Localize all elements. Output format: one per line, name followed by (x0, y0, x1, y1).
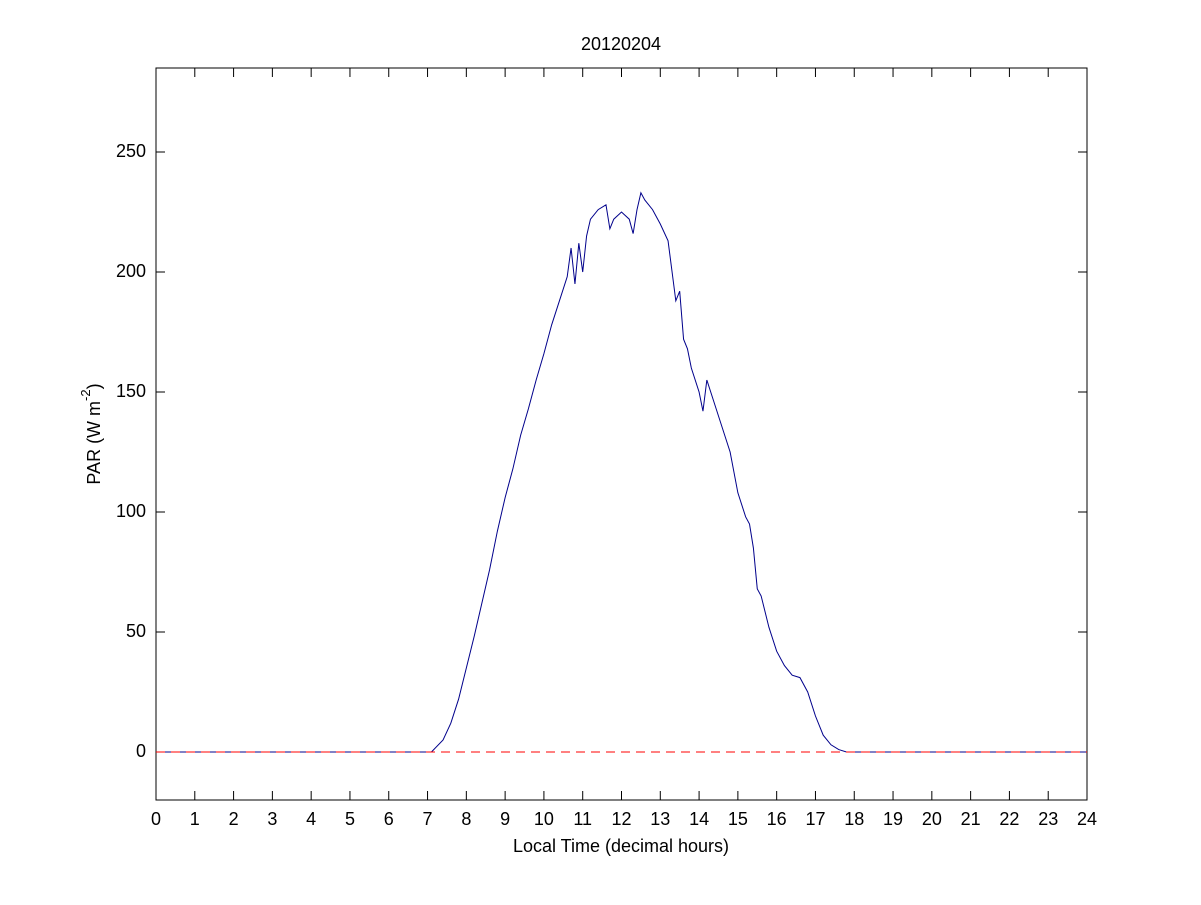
x-tick-label: 3 (267, 809, 277, 829)
x-tick-label: 0 (151, 809, 161, 829)
y-tick-label: 100 (116, 501, 146, 521)
chart-title: 20120204 (581, 34, 661, 54)
x-axis-label: Local Time (decimal hours) (513, 836, 729, 856)
x-tick-label: 16 (767, 809, 787, 829)
x-tick-label: 7 (423, 809, 433, 829)
x-tick-label: 22 (999, 809, 1019, 829)
x-tick-label: 17 (805, 809, 825, 829)
x-tick-label: 2 (229, 809, 239, 829)
x-tick-label: 13 (650, 809, 670, 829)
x-tick-label: 21 (961, 809, 981, 829)
x-tick-label: 15 (728, 809, 748, 829)
x-tick-label: 24 (1077, 809, 1097, 829)
y-tick-label: 50 (126, 621, 146, 641)
x-tick-label: 10 (534, 809, 554, 829)
x-tick-label: 14 (689, 809, 709, 829)
x-tick-label: 23 (1038, 809, 1058, 829)
y-label-text: ) (84, 383, 104, 389)
x-tick-label: 12 (611, 809, 631, 829)
y-tick-label: 150 (116, 381, 146, 401)
x-tick-label: 19 (883, 809, 903, 829)
y-label-text: PAR (W m (84, 401, 104, 485)
y-axis-label: PAR (W m-2) (78, 383, 103, 484)
x-tick-label: 8 (461, 809, 471, 829)
x-tick-label: 11 (573, 809, 592, 829)
x-tick-label: 4 (306, 809, 316, 829)
y-tick-label: 250 (116, 141, 146, 161)
x-tick-label: 20 (922, 809, 942, 829)
x-tick-label: 1 (190, 809, 200, 829)
y-label-sup: -2 (78, 389, 93, 401)
x-tick-label: 9 (500, 809, 510, 829)
y-tick-label: 200 (116, 261, 146, 281)
x-tick-label: 6 (384, 809, 394, 829)
x-tick-label: 5 (345, 809, 355, 829)
x-tick-label: 18 (844, 809, 864, 829)
data-line (156, 191, 1087, 753)
y-tick-label: 0 (136, 741, 146, 761)
